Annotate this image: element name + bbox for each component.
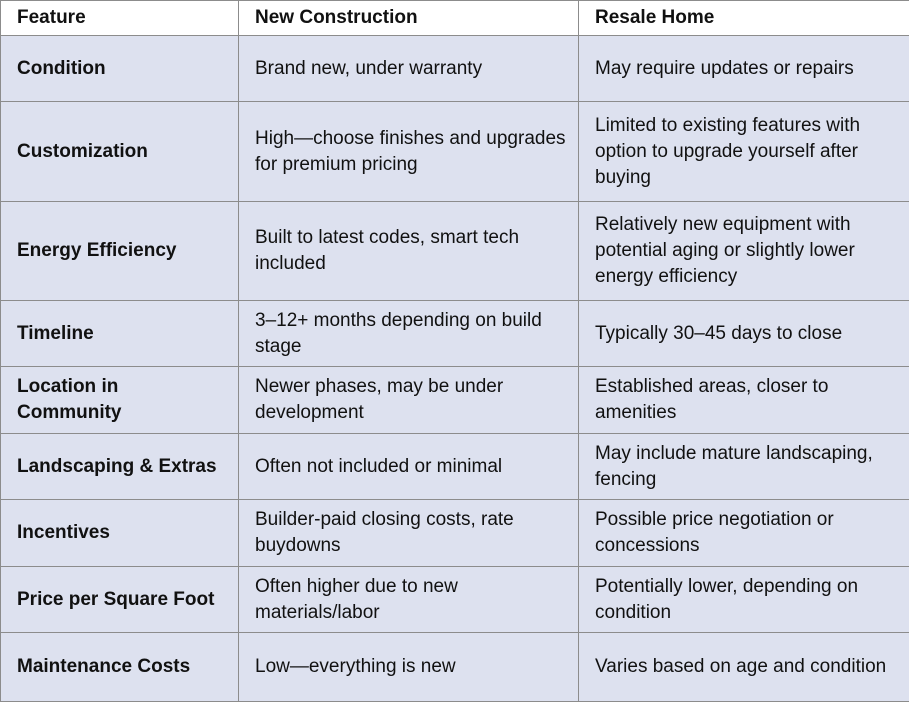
row-feature-condition: Condition	[1, 36, 239, 102]
row-feature-timeline: Timeline	[1, 301, 239, 367]
row-new-construction-price-per-square-foot: Often higher due to new materials/labor	[239, 567, 579, 633]
row-resale-home-timeline: Typically 30–45 days to close	[579, 301, 909, 367]
row-resale-home-customization: Limited to existing features with option…	[579, 102, 909, 202]
row-new-construction-landscaping-extras: Often not included or minimal	[239, 434, 579, 500]
table-row: Price per Square Foot Often higher due t…	[1, 567, 909, 633]
row-resale-home-condition: May require updates or repairs	[579, 36, 909, 102]
header-new-construction: New Construction	[239, 1, 579, 36]
row-new-construction-energy-efficiency: Built to latest codes, smart tech includ…	[239, 202, 579, 301]
row-feature-price-per-square-foot: Price per Square Foot	[1, 567, 239, 633]
row-new-construction-maintenance-costs: Low—everything is new	[239, 633, 579, 702]
row-feature-location-in-community: Location in Community	[1, 367, 239, 434]
row-new-construction-location-in-community: Newer phases, may be under development	[239, 367, 579, 434]
table-row: Condition Brand new, under warranty May …	[1, 36, 909, 102]
row-feature-energy-efficiency: Energy Efficiency	[1, 202, 239, 301]
table-row: Maintenance Costs Low—everything is new …	[1, 633, 909, 702]
table-row: Landscaping & Extras Often not included …	[1, 434, 909, 500]
row-new-construction-condition: Brand new, under warranty	[239, 36, 579, 102]
header-feature: Feature	[1, 1, 239, 36]
row-feature-customization: Customization	[1, 102, 239, 202]
row-resale-home-location-in-community: Established areas, closer to amenities	[579, 367, 909, 434]
row-feature-incentives: Incentives	[1, 500, 239, 567]
table-row: Timeline 3–12+ months depending on build…	[1, 301, 909, 367]
table-row: Incentives Builder-paid closing costs, r…	[1, 500, 909, 567]
row-resale-home-incentives: Possible price negotiation or concession…	[579, 500, 909, 567]
row-resale-home-energy-efficiency: Relatively new equipment with potential …	[579, 202, 909, 301]
header-row: Feature New Construction Resale Home	[1, 1, 909, 36]
row-resale-home-maintenance-costs: Varies based on age and condition	[579, 633, 909, 702]
row-new-construction-customization: High—choose finishes and upgrades for pr…	[239, 102, 579, 202]
row-new-construction-timeline: 3–12+ months depending on build stage	[239, 301, 579, 367]
table-row: Customization High—choose finishes and u…	[1, 102, 909, 202]
row-resale-home-price-per-square-foot: Potentially lower, depending on conditio…	[579, 567, 909, 633]
row-new-construction-incentives: Builder-paid closing costs, rate buydown…	[239, 500, 579, 567]
table-row: Location in Community Newer phases, may …	[1, 367, 909, 434]
row-feature-maintenance-costs: Maintenance Costs	[1, 633, 239, 702]
table-row: Energy Efficiency Built to latest codes,…	[1, 202, 909, 301]
row-resale-home-landscaping-extras: May include mature landscaping, fencing	[579, 434, 909, 500]
header-resale-home: Resale Home	[579, 1, 909, 36]
row-feature-landscaping-extras: Landscaping & Extras	[1, 434, 239, 500]
